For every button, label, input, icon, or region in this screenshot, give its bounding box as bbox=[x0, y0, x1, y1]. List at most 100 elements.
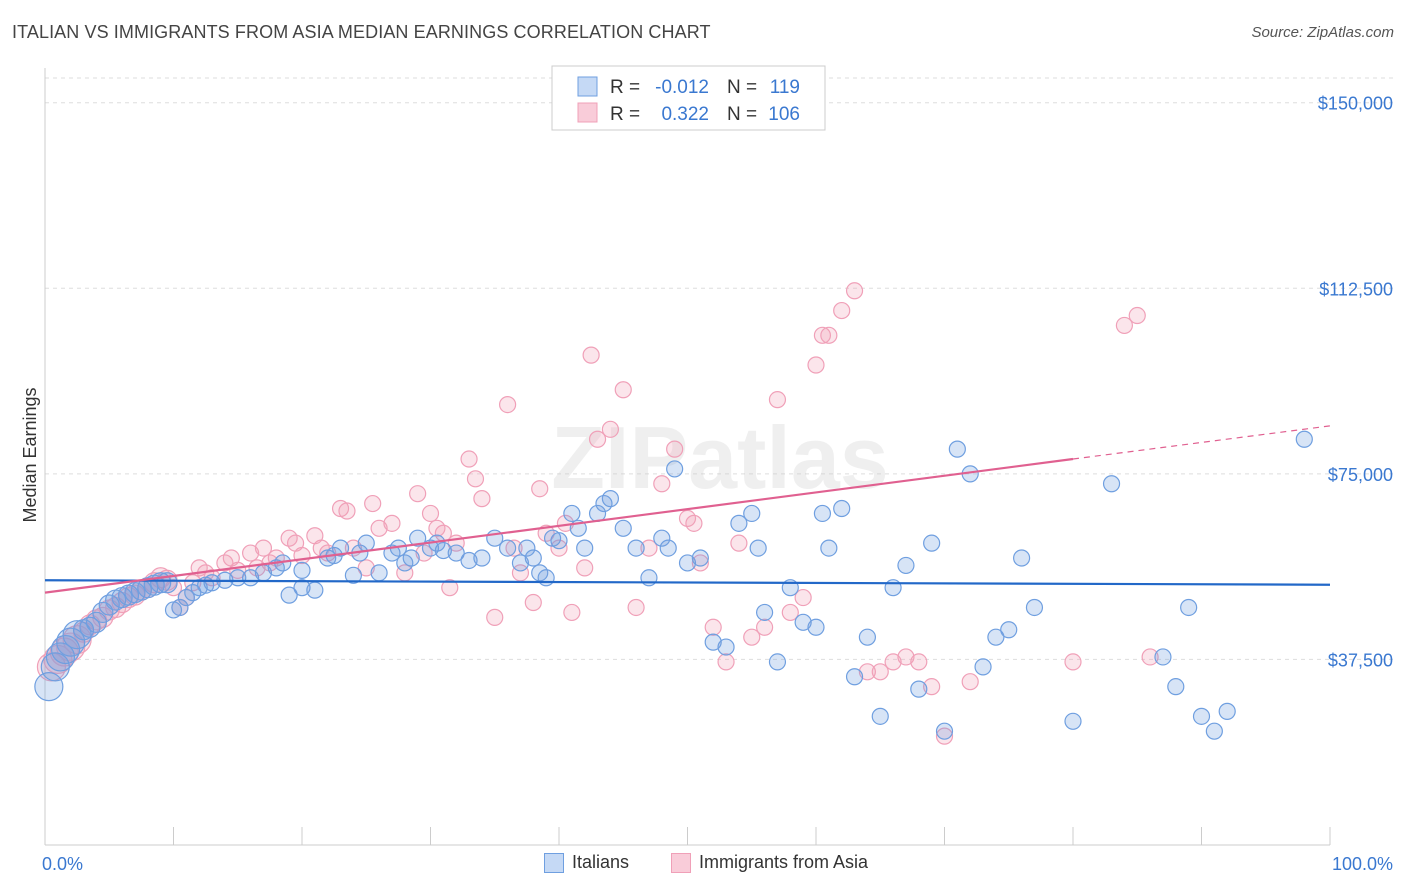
legend-swatch-italians bbox=[544, 852, 564, 873]
y-axis-label: Median Earnings bbox=[20, 387, 40, 522]
data-point bbox=[576, 559, 594, 577]
data-point bbox=[923, 534, 941, 552]
data-point bbox=[666, 460, 684, 478]
data-point bbox=[961, 673, 979, 691]
data-point bbox=[704, 633, 722, 651]
data-point bbox=[511, 554, 530, 572]
data-point bbox=[910, 680, 928, 698]
data-point bbox=[1064, 712, 1082, 730]
data-point bbox=[203, 574, 221, 592]
data-point bbox=[344, 566, 362, 584]
legend-r-label: R = bbox=[610, 77, 640, 98]
data-point bbox=[293, 579, 311, 597]
data-point bbox=[171, 598, 189, 617]
legend-r-label: R = bbox=[610, 104, 640, 125]
data-point bbox=[749, 539, 767, 557]
data-point bbox=[833, 301, 851, 320]
data-point bbox=[1000, 621, 1018, 639]
data-point bbox=[370, 519, 388, 537]
data-point bbox=[820, 326, 838, 344]
data-point bbox=[293, 561, 311, 579]
data-point bbox=[910, 653, 928, 671]
data-point bbox=[505, 539, 523, 557]
data-point bbox=[563, 504, 581, 523]
data-point bbox=[884, 653, 902, 671]
data-point bbox=[524, 549, 542, 567]
data-point bbox=[807, 618, 825, 636]
data-point bbox=[242, 544, 260, 562]
data-point bbox=[813, 504, 832, 523]
data-point bbox=[948, 440, 966, 458]
legend-bottom: Italians Immigrants from Asia bbox=[0, 852, 1406, 878]
y-tick-label: $75,000 bbox=[1328, 465, 1393, 485]
y-tick-label: $37,500 bbox=[1328, 650, 1393, 670]
data-point bbox=[421, 504, 440, 523]
data-point bbox=[466, 470, 485, 488]
trend-line-extension bbox=[1072, 425, 1331, 460]
data-point bbox=[1180, 598, 1198, 617]
data-point bbox=[402, 549, 420, 567]
data-point bbox=[409, 485, 427, 503]
data-point bbox=[460, 551, 478, 570]
data-point bbox=[473, 490, 491, 508]
data-point bbox=[871, 663, 889, 681]
data-point bbox=[730, 534, 748, 552]
data-point bbox=[1128, 306, 1146, 325]
data-point bbox=[383, 514, 401, 532]
data-point bbox=[781, 603, 799, 622]
data-point bbox=[614, 381, 632, 399]
chart-title: ITALIAN VS IMMIGRANTS FROM ASIA MEDIAN E… bbox=[12, 22, 711, 42]
data-point bbox=[582, 346, 600, 364]
data-point bbox=[1205, 722, 1223, 740]
data-point bbox=[640, 539, 658, 557]
legend-n-label: N = bbox=[727, 77, 757, 98]
data-point bbox=[550, 532, 568, 550]
data-point bbox=[1025, 598, 1044, 617]
legend-r-italians: -0.012 bbox=[655, 77, 709, 98]
data-point bbox=[871, 707, 889, 725]
data-point bbox=[987, 628, 1005, 646]
data-point bbox=[563, 603, 581, 622]
trend-lines bbox=[44, 425, 1331, 594]
data-point bbox=[678, 554, 697, 572]
data-point bbox=[306, 581, 324, 599]
data-point bbox=[338, 502, 356, 520]
data-point bbox=[254, 539, 273, 557]
data-point bbox=[34, 672, 64, 702]
data-point bbox=[531, 480, 549, 498]
data-point bbox=[588, 430, 607, 448]
data-point bbox=[743, 628, 761, 646]
data-point bbox=[409, 529, 427, 547]
data-point bbox=[614, 519, 632, 537]
legend-n-italians: 119 bbox=[770, 77, 800, 98]
data-point bbox=[717, 638, 735, 656]
data-point bbox=[293, 546, 311, 565]
data-point bbox=[441, 579, 459, 597]
data-point bbox=[794, 588, 812, 607]
data-point bbox=[280, 586, 298, 604]
data-point bbox=[794, 613, 812, 631]
data-point bbox=[923, 678, 941, 696]
data-point bbox=[897, 648, 915, 666]
data-point bbox=[820, 539, 838, 557]
data-point bbox=[460, 450, 478, 468]
data-point bbox=[704, 618, 722, 636]
data-point bbox=[601, 490, 620, 508]
data-point bbox=[807, 356, 825, 374]
data-point bbox=[40, 652, 70, 682]
data-point bbox=[357, 559, 375, 577]
data-point bbox=[62, 620, 92, 650]
data-point bbox=[627, 598, 645, 617]
x-tick-label-max: 100.0% bbox=[1332, 854, 1393, 874]
data-point bbox=[659, 539, 677, 557]
data-point bbox=[813, 326, 832, 344]
data-point bbox=[601, 420, 620, 438]
data-point bbox=[833, 499, 851, 518]
legend-item-italians: Italians bbox=[544, 852, 629, 873]
legend-swatch-immigrants bbox=[671, 852, 691, 873]
data-point bbox=[1154, 648, 1172, 666]
data-point bbox=[473, 549, 491, 567]
x-tick-label-min: 0.0% bbox=[42, 854, 83, 874]
data-point bbox=[576, 539, 594, 557]
